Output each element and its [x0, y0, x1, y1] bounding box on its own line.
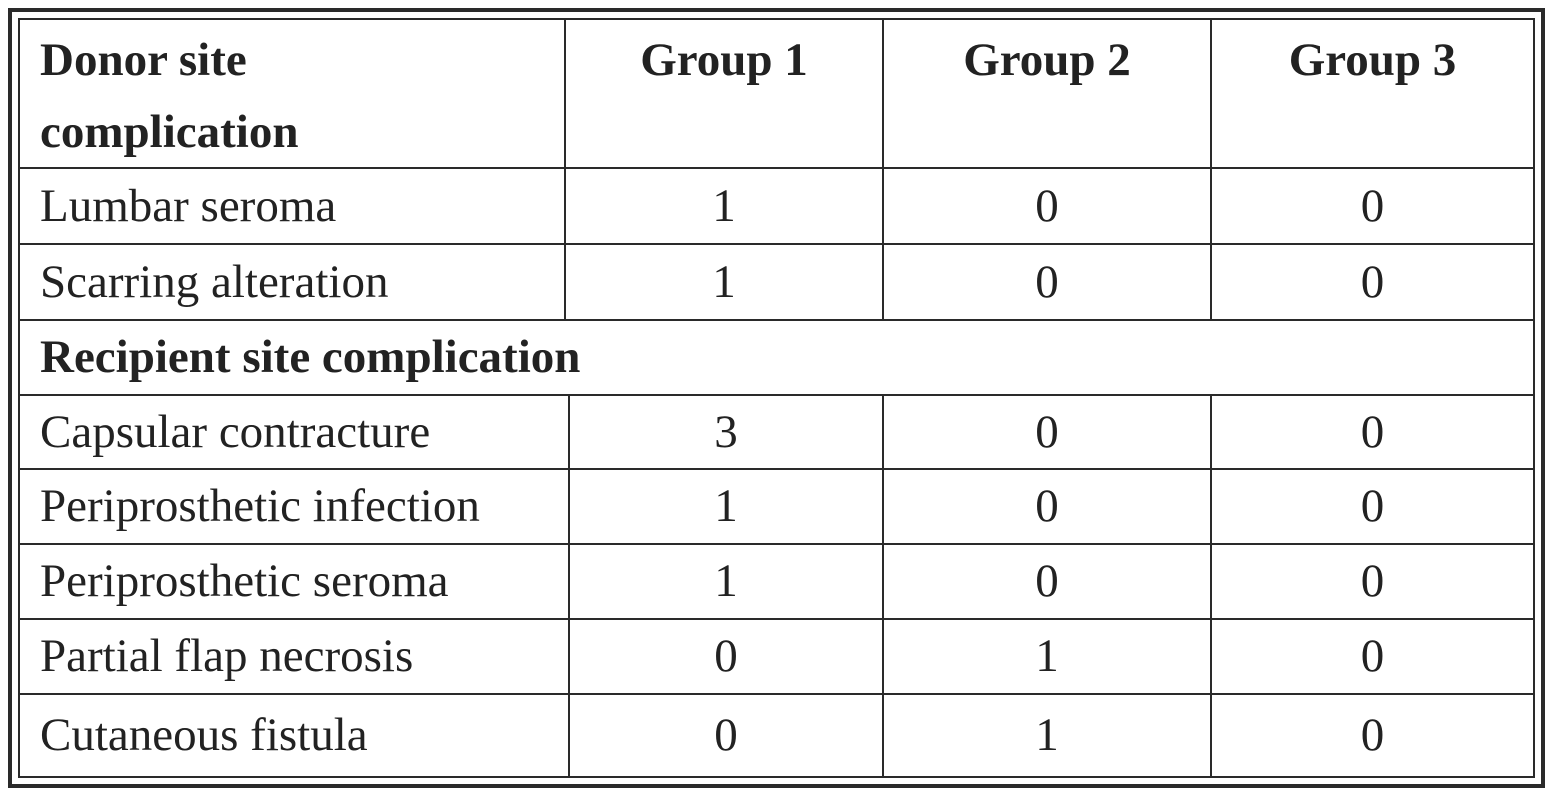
row-value-group-3: 0: [1360, 555, 1385, 607]
table-inner-border: [18, 18, 1535, 778]
header-row-label-line2: complication: [40, 106, 299, 158]
row-value-group-1: 0: [714, 630, 738, 682]
column-divider: [882, 20, 884, 320]
row-value-group-1: 0: [714, 708, 738, 761]
row-value-group-2: 0: [1035, 555, 1059, 607]
row-label: Cutaneous fistula: [40, 708, 368, 761]
row-value-group-1: 1: [712, 255, 736, 308]
header-row-label: Donor site complication: [40, 24, 560, 168]
row-value-group-2: 1: [1035, 708, 1059, 761]
row-value-group-1: 1: [714, 480, 738, 532]
row-label: Capsular contracture: [40, 405, 431, 458]
row-value-group-1: 3: [714, 405, 738, 458]
column-divider: [564, 20, 566, 320]
row-label: Periprosthetic infection: [40, 480, 480, 532]
row-divider: [20, 618, 1533, 620]
row-value-group-1: 1: [712, 179, 736, 232]
row-value-group-2: 1: [1035, 630, 1059, 682]
row-label: Scarring alteration: [40, 255, 389, 308]
header-row-label-line1: Donor site: [40, 34, 247, 86]
header-group-3: Group 3: [1288, 34, 1457, 86]
row-value-group-2: 0: [1035, 480, 1059, 532]
row-label: Lumbar seroma: [40, 179, 337, 232]
row-value-group-3: 0: [1360, 480, 1385, 532]
row-value-group-2: 0: [1035, 405, 1059, 458]
row-value-group-3: 0: [1360, 708, 1385, 761]
row-value-group-3: 0: [1360, 255, 1385, 308]
header-group-1: Group 1: [640, 34, 808, 86]
row-divider: [20, 693, 1533, 695]
row-label: Periprosthetic seroma: [40, 555, 449, 607]
row-value-group-2: 0: [1035, 255, 1059, 308]
row-divider: [20, 319, 1533, 321]
row-value-group-3: 0: [1360, 179, 1385, 232]
header-group-2: Group 2: [963, 34, 1131, 86]
recipient-section-label: Recipient site complication: [40, 331, 581, 383]
column-divider: [882, 394, 884, 776]
column-divider: [568, 394, 570, 776]
row-label: Partial flap necrosis: [40, 630, 414, 682]
table-outer-border: [8, 8, 1545, 788]
row-value-group-3: 0: [1360, 405, 1385, 458]
row-divider: [20, 243, 1533, 245]
row-value-group-3: 0: [1360, 630, 1385, 682]
row-value-group-1: 1: [714, 555, 738, 607]
row-divider: [20, 543, 1533, 545]
column-divider: [1210, 394, 1212, 776]
row-divider: [20, 167, 1533, 169]
row-divider: [20, 468, 1533, 470]
column-divider: [1210, 20, 1212, 320]
row-value-group-2: 0: [1035, 179, 1059, 232]
row-divider: [20, 394, 1533, 396]
